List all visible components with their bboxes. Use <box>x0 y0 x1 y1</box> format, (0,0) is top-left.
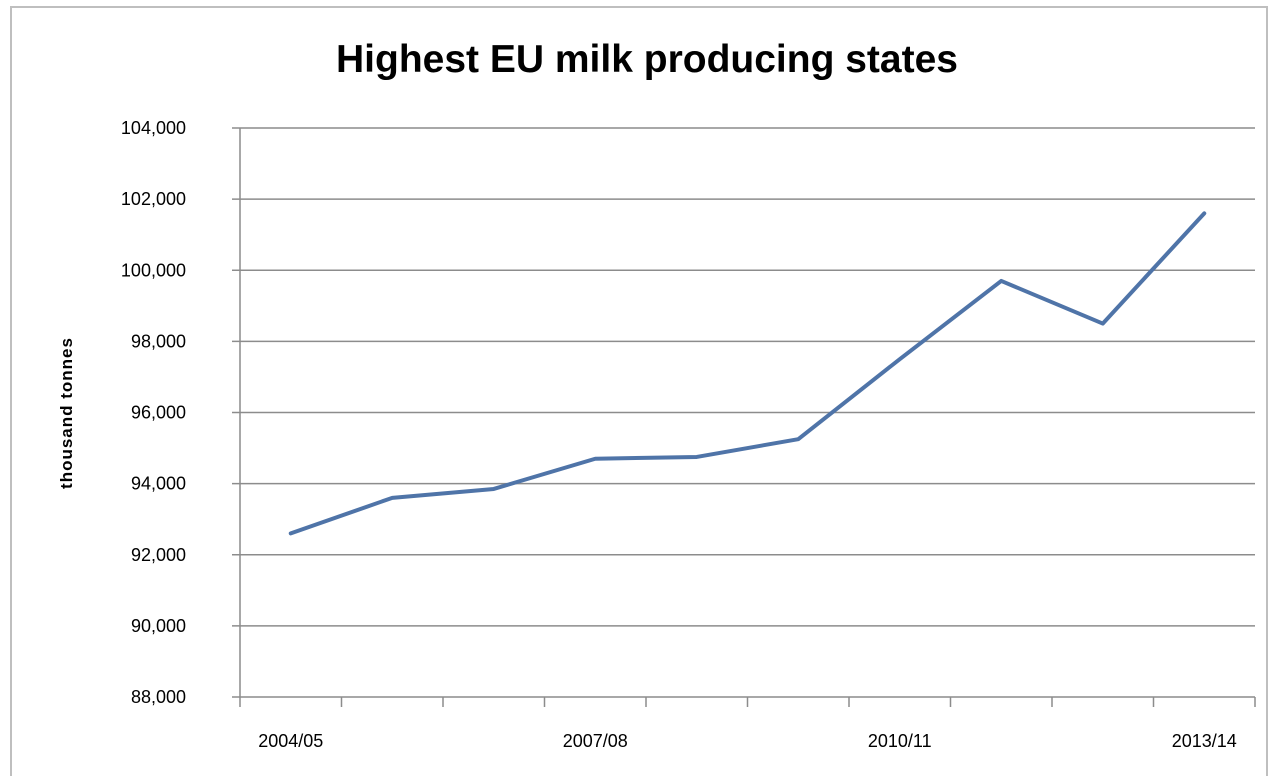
y-tick-label: 102,000 <box>121 189 186 209</box>
y-tick-label: 94,000 <box>131 474 186 494</box>
y-tick-label: 96,000 <box>131 403 186 423</box>
y-tick-label: 100,000 <box>121 260 186 280</box>
y-tick-label: 98,000 <box>131 331 186 351</box>
x-tick-label: 2013/14 <box>1172 731 1237 751</box>
x-tick-label: 2010/11 <box>868 731 932 751</box>
y-axis-label: thousand tonnes <box>57 337 76 489</box>
y-tick-label: 92,000 <box>131 545 186 565</box>
series-line <box>291 213 1205 533</box>
x-tick-label: 2007/08 <box>563 731 628 751</box>
x-tick-label: 2004/05 <box>258 731 323 751</box>
y-tick-label: 104,000 <box>121 118 186 138</box>
y-tick-label: 90,000 <box>131 616 186 636</box>
y-tick-label: 88,000 <box>131 687 186 707</box>
